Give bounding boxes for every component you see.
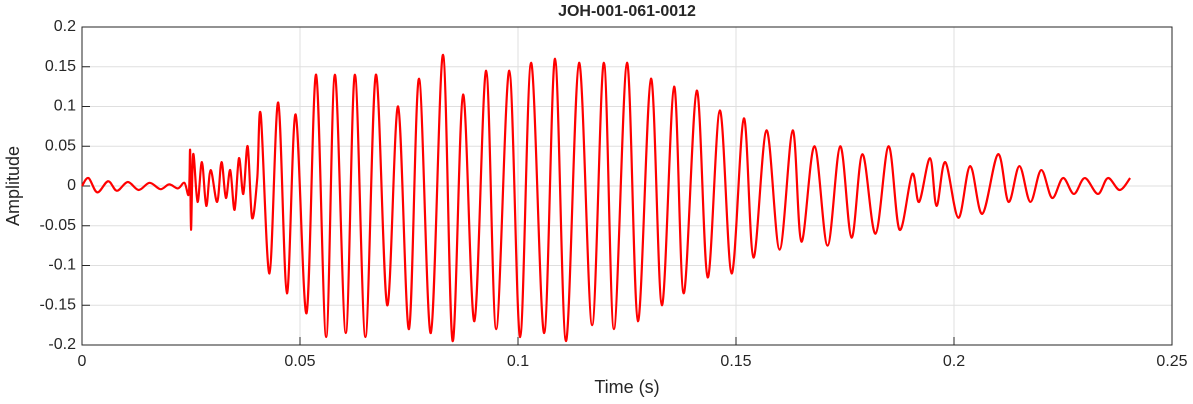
x-tick-label: 0.2: [943, 353, 965, 370]
x-axis-label: Time (s): [594, 377, 659, 397]
y-axis-label: Amplitude: [3, 146, 23, 226]
x-tick-label: 0.25: [1156, 353, 1187, 370]
x-tick-label: 0.15: [720, 353, 751, 370]
x-tick-label: 0: [78, 353, 87, 370]
y-tick-label: 0.1: [54, 98, 76, 115]
y-tick-label: -0.1: [48, 257, 76, 274]
y-tick-label: -0.2: [48, 336, 76, 353]
y-tick-label: -0.15: [40, 296, 77, 313]
y-tick-label: 0.05: [45, 137, 76, 154]
x-tick-label: 0.05: [284, 353, 315, 370]
y-tick-label: 0.15: [45, 58, 76, 75]
signal-line: [81, 53, 1132, 343]
y-tick-label: 0: [67, 177, 76, 194]
x-tick-label: 0.1: [507, 353, 529, 370]
chart-title: JOH-001-061-0012: [558, 3, 696, 20]
y-tick-label: 0.2: [54, 18, 76, 35]
y-tick-label: -0.05: [40, 217, 77, 234]
